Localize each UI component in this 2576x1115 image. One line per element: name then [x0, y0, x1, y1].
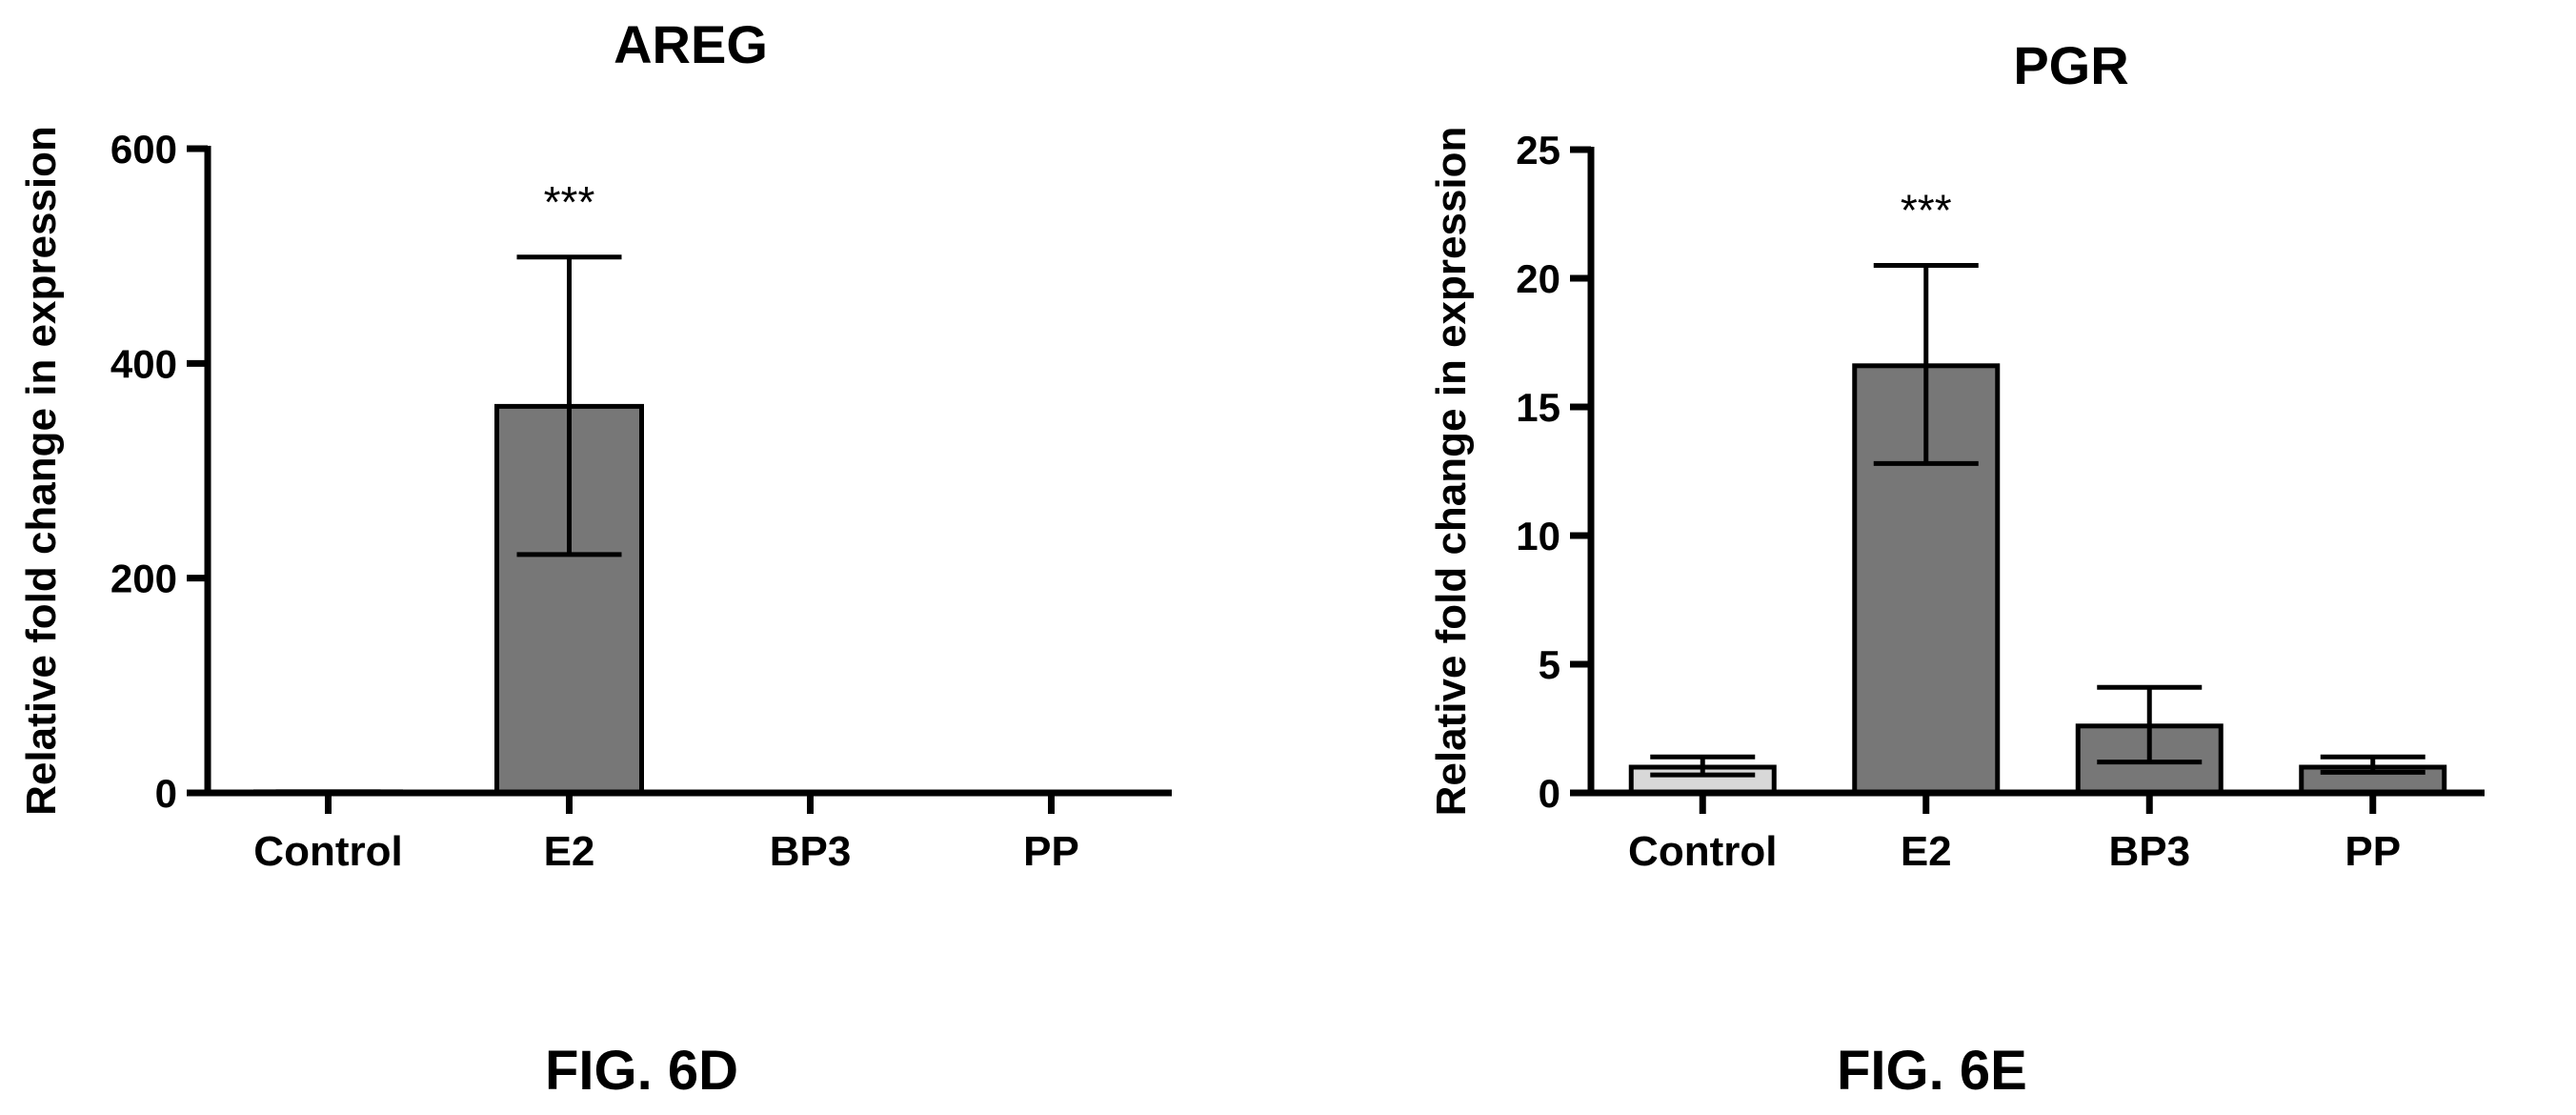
y-tick-label: 600: [111, 127, 177, 172]
pgr-bar-chart: PGR Relative fold change in expression 0 5 1…: [1428, 35, 2485, 875]
x-tick-label: E2: [1901, 828, 1952, 875]
y-tick-label: 25: [1516, 128, 1560, 172]
y-axis-label: Relative fold change in expression: [1428, 127, 1475, 817]
significance-marker: ***: [1901, 186, 1952, 235]
chart-title: PGR: [2013, 35, 2128, 95]
x-tick-label: Control: [253, 828, 402, 875]
y-tick-label: 400: [111, 341, 177, 386]
figure-caption-6d: FIG. 6D: [545, 1040, 739, 1102]
chart-panel-areg: AREG Relative fold change in expression 0 2…: [18, 14, 1172, 1102]
y-tick-label: 20: [1516, 256, 1560, 301]
y-tick-label: 0: [155, 771, 177, 816]
y-tick-label: 0: [1539, 771, 1560, 816]
y-tick-label: 15: [1516, 385, 1560, 430]
x-tick-label: E2: [544, 828, 595, 875]
bar: [1852, 363, 2001, 796]
y-axis-label: Relative fold change in expression: [18, 126, 65, 816]
x-tick-label: PP: [2345, 828, 2401, 875]
x-tick-label: BP3: [2108, 828, 2190, 875]
figure-caption-6e: FIG. 6E: [1837, 1040, 2027, 1102]
y-tick-label: 5: [1539, 642, 1560, 687]
significance-marker: ***: [544, 177, 595, 227]
chart-panel-pgr: PGR Relative fold change in expression 0 5 1…: [1288, 0, 2576, 1115]
chart-title: AREG: [614, 14, 768, 74]
x-tick-label: PP: [1023, 828, 1079, 875]
x-tick-label: BP3: [770, 828, 852, 875]
y-tick-label: 10: [1516, 514, 1560, 558]
y-tick-label: 200: [111, 557, 177, 601]
areg-bar-chart: AREG Relative fold change in expression 0 2…: [18, 14, 1172, 875]
x-tick-label: Control: [1628, 828, 1777, 875]
